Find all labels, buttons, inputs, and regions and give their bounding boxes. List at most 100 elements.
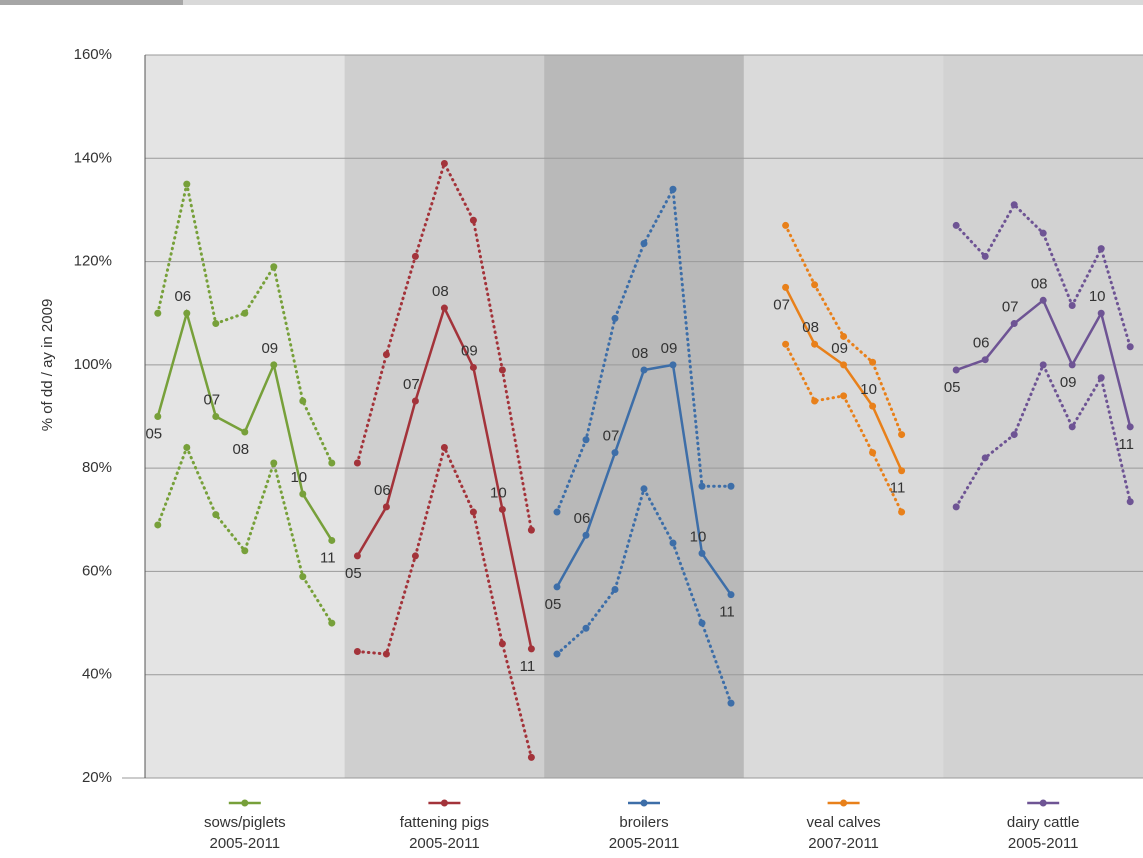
point-label: 05	[545, 596, 562, 613]
data-point	[1097, 309, 1105, 317]
point-label: 08	[802, 319, 819, 336]
data-point	[440, 443, 448, 451]
point-label: 09	[261, 340, 278, 357]
data-point	[840, 332, 848, 340]
data-point	[869, 449, 877, 457]
data-point	[898, 431, 906, 439]
y-tick-label: 160%	[74, 46, 112, 63]
data-point	[898, 508, 906, 516]
point-label: 08	[632, 345, 649, 362]
point-label: 05	[944, 379, 961, 396]
data-point	[498, 505, 506, 513]
data-point	[698, 482, 706, 490]
data-point	[669, 361, 677, 369]
data-point	[640, 485, 648, 493]
data-point	[981, 252, 989, 260]
point-label: 08	[432, 283, 449, 300]
data-point	[727, 699, 735, 707]
y-tick-label: 40%	[82, 666, 112, 683]
point-label: 05	[145, 425, 162, 442]
legend-period: 2005-2011	[209, 835, 280, 852]
legend-period: 2005-2011	[609, 835, 680, 852]
legend-dot	[440, 799, 448, 807]
y-tick-label: 120%	[74, 253, 112, 270]
data-point	[582, 531, 590, 539]
data-point	[469, 363, 477, 371]
data-point	[527, 526, 535, 534]
point-label: 07	[1002, 299, 1019, 316]
point-label: 11	[520, 658, 536, 675]
data-point	[469, 508, 477, 516]
data-point	[1068, 423, 1076, 431]
data-point	[299, 490, 307, 498]
data-point	[840, 361, 848, 369]
data-point	[698, 619, 706, 627]
data-point	[669, 539, 677, 547]
data-point	[1010, 201, 1018, 209]
data-point	[154, 413, 162, 420]
panel-background	[743, 55, 944, 778]
data-point	[669, 185, 677, 193]
data-point	[498, 640, 506, 648]
legend-name: veal calves	[806, 814, 880, 831]
y-tick-label: 140%	[74, 149, 112, 166]
point-label: 09	[661, 340, 678, 357]
legend-period: 2005-2011	[1008, 835, 1079, 852]
data-point	[640, 239, 648, 247]
panel-background	[943, 55, 1143, 778]
data-point	[299, 397, 307, 405]
data-point	[898, 467, 906, 475]
legend-dot	[640, 799, 648, 807]
data-point	[382, 351, 390, 359]
data-point	[183, 443, 191, 451]
point-label: 05	[345, 565, 362, 582]
legend-name: dairy cattle	[1007, 814, 1080, 831]
data-point	[382, 503, 390, 511]
data-point	[183, 180, 191, 188]
y-tick-label: 80%	[82, 459, 112, 476]
point-label: 06	[973, 335, 990, 352]
data-point	[440, 304, 448, 312]
data-point	[782, 221, 790, 229]
data-point	[553, 508, 561, 516]
data-point	[727, 591, 735, 599]
y-tick-label: 20%	[82, 769, 112, 786]
data-point	[498, 366, 506, 374]
panel-background	[145, 55, 346, 778]
point-label: 11	[1118, 436, 1134, 453]
data-point	[1126, 423, 1134, 431]
data-point	[811, 281, 819, 289]
top-tab	[0, 0, 183, 5]
data-point	[981, 356, 989, 364]
data-point	[640, 366, 648, 374]
point-label: 10	[1089, 288, 1106, 305]
data-point	[353, 647, 361, 655]
panel-background	[544, 55, 745, 778]
data-point	[411, 397, 419, 405]
point-label: 10	[860, 381, 877, 398]
data-point	[353, 459, 361, 467]
data-point	[582, 436, 590, 444]
data-point	[782, 283, 790, 291]
data-point	[1039, 361, 1047, 369]
legend-name: fattening pigs	[400, 814, 489, 831]
data-point	[241, 309, 249, 317]
y-axis-label: % of dd / ay in 2009	[39, 299, 56, 432]
point-label: 10	[690, 528, 707, 545]
point-label: 09	[1060, 374, 1077, 391]
data-point	[611, 314, 619, 322]
point-label: 08	[232, 441, 249, 458]
data-point	[440, 159, 448, 167]
point-label: 06	[374, 482, 391, 499]
point-label: 06	[174, 288, 191, 305]
data-point	[1068, 301, 1076, 309]
data-point	[212, 511, 220, 519]
data-point	[527, 645, 535, 653]
data-point	[212, 320, 220, 328]
data-point	[1039, 296, 1047, 304]
data-point	[183, 309, 191, 317]
point-label: 11	[320, 549, 336, 566]
data-point	[611, 586, 619, 594]
data-point	[241, 547, 249, 555]
